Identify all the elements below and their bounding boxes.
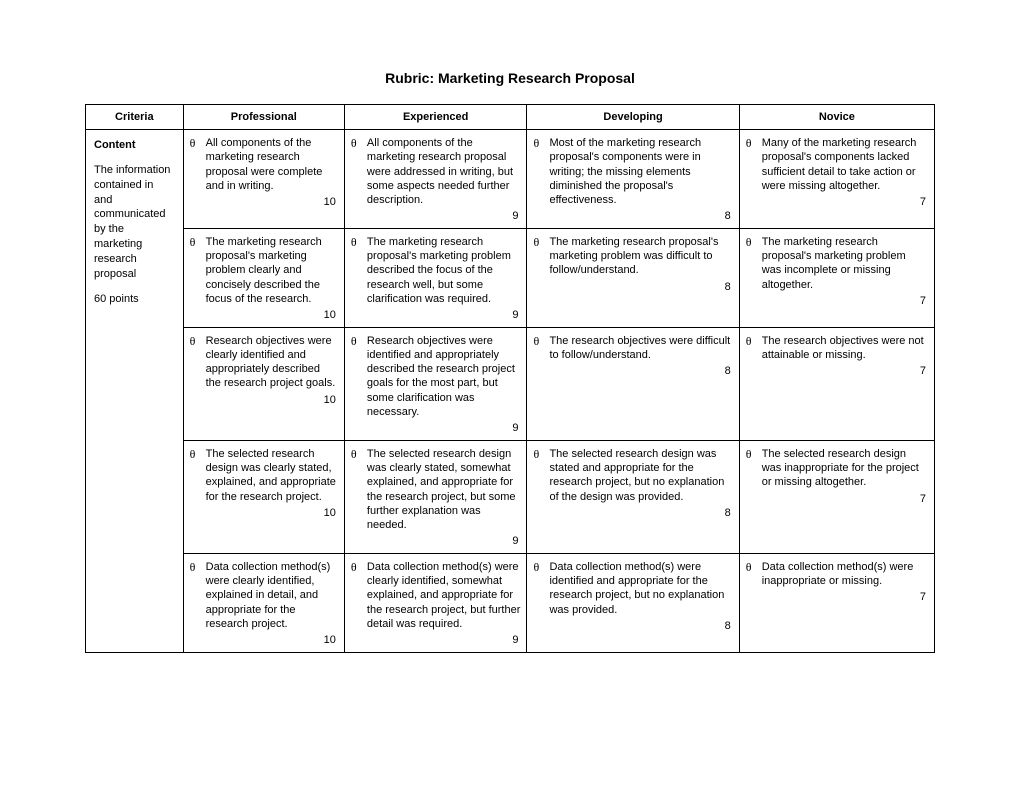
page-title: Rubric: Marketing Research Proposal [85,70,935,86]
cell-points: 10 [190,193,338,209]
header-novice: Novice [739,105,934,130]
cell-text: The marketing research proposal's market… [549,235,732,278]
cell-points: 7 [746,362,928,378]
cell-points: 7 [746,490,928,506]
cell-text: The marketing research proposal's market… [762,235,928,292]
cell-text: The selected research design was clearly… [206,447,338,504]
bullet-icon: θ [533,447,543,463]
cell-developing: θ Data collection method(s) were identif… [527,553,739,652]
cell-text: The research objectives were difficult t… [549,334,732,363]
criteria-description: The information contained in and communi… [94,163,175,282]
cell-experienced: θ Research objectives were identified an… [344,327,527,440]
rubric-table: Criteria Professional Experienced Develo… [85,104,935,653]
cell-points: 8 [533,504,732,520]
cell-points: 10 [190,306,338,322]
cell-points: 10 [190,391,338,407]
cell-text: All components of the marketing research… [367,136,521,207]
table-row: θ Data collection method(s) were clearly… [86,553,935,652]
header-developing: Developing [527,105,739,130]
cell-text: Data collection method(s) were inappropr… [762,560,928,589]
cell-points: 8 [533,362,732,378]
cell-text: Data collection method(s) were clearly i… [206,560,338,631]
table-row: θ Research objectives were clearly ident… [86,327,935,440]
cell-novice: θ The marketing research proposal's mark… [739,228,934,327]
cell-professional: θ Data collection method(s) were clearly… [183,553,344,652]
cell-points: 8 [533,617,732,633]
bullet-icon: θ [351,334,361,350]
cell-text: The selected research design was clearly… [367,447,521,533]
bullet-icon: θ [533,334,543,350]
bullet-icon: θ [190,136,200,152]
cell-points: 10 [190,631,338,647]
cell-text: The marketing research proposal's market… [367,235,521,306]
cell-professional: θ The marketing research proposal's mark… [183,228,344,327]
criteria-points: 60 points [94,292,175,307]
cell-developing: θ The selected research design was state… [527,440,739,553]
cell-text: The selected research design was stated … [549,447,732,504]
bullet-icon: θ [351,560,361,576]
cell-text: Most of the marketing research proposal'… [549,136,732,207]
cell-developing: θ The marketing research proposal's mark… [527,228,739,327]
cell-points: 9 [351,631,521,647]
cell-points: 7 [746,292,928,308]
cell-points: 9 [351,419,521,435]
cell-professional: θ Research objectives were clearly ident… [183,327,344,440]
cell-experienced: θ The marketing research proposal's mark… [344,228,527,327]
bullet-icon: θ [190,334,200,350]
cell-points: 8 [533,278,732,294]
bullet-icon: θ [351,235,361,251]
bullet-icon: θ [533,136,543,152]
cell-experienced: θ All components of the marketing resear… [344,130,527,229]
bullet-icon: θ [533,560,543,576]
bullet-icon: θ [746,136,756,152]
cell-developing: θ The research objectives were difficult… [527,327,739,440]
cell-text: The research objectives were not attaina… [762,334,928,363]
cell-professional: θ All components of the marketing resear… [183,130,344,229]
cell-developing: θ Most of the marketing research proposa… [527,130,739,229]
cell-text: Many of the marketing research proposal'… [762,136,928,193]
bullet-icon: θ [746,235,756,251]
header-professional: Professional [183,105,344,130]
cell-text: Research objectives were clearly identif… [206,334,338,391]
header-row: Criteria Professional Experienced Develo… [86,105,935,130]
table-row: Content The information contained in and… [86,130,935,229]
header-experienced: Experienced [344,105,527,130]
table-row: θ The selected research design was clear… [86,440,935,553]
cell-novice: θ Data collection method(s) were inappro… [739,553,934,652]
cell-points: 9 [351,207,521,223]
cell-novice: θ The selected research design was inapp… [739,440,934,553]
bullet-icon: θ [190,447,200,463]
bullet-icon: θ [746,334,756,350]
cell-text: Data collection method(s) were identifie… [549,560,732,617]
cell-points: 7 [746,193,928,209]
cell-experienced: θ Data collection method(s) were clearly… [344,553,527,652]
bullet-icon: θ [351,136,361,152]
cell-points: 8 [533,207,732,223]
table-row: θ The marketing research proposal's mark… [86,228,935,327]
header-criteria: Criteria [86,105,184,130]
cell-novice: θ The research objectives were not attai… [739,327,934,440]
bullet-icon: θ [533,235,543,251]
bullet-icon: θ [351,447,361,463]
cell-text: Research objectives were identified and … [367,334,521,420]
bullet-icon: θ [190,235,200,251]
cell-novice: θ Many of the marketing research proposa… [739,130,934,229]
cell-professional: θ The selected research design was clear… [183,440,344,553]
cell-text: The marketing research proposal's market… [206,235,338,306]
criteria-name: Content [94,138,175,153]
cell-points: 7 [746,588,928,604]
bullet-icon: θ [190,560,200,576]
bullet-icon: θ [746,447,756,463]
cell-text: Data collection method(s) were clearly i… [367,560,521,631]
cell-points: 9 [351,532,521,548]
bullet-icon: θ [746,560,756,576]
cell-experienced: θ The selected research design was clear… [344,440,527,553]
cell-text: The selected research design was inappro… [762,447,928,490]
cell-points: 9 [351,306,521,322]
cell-points: 10 [190,504,338,520]
criteria-cell: Content The information contained in and… [86,130,184,653]
cell-text: All components of the marketing research… [206,136,338,193]
